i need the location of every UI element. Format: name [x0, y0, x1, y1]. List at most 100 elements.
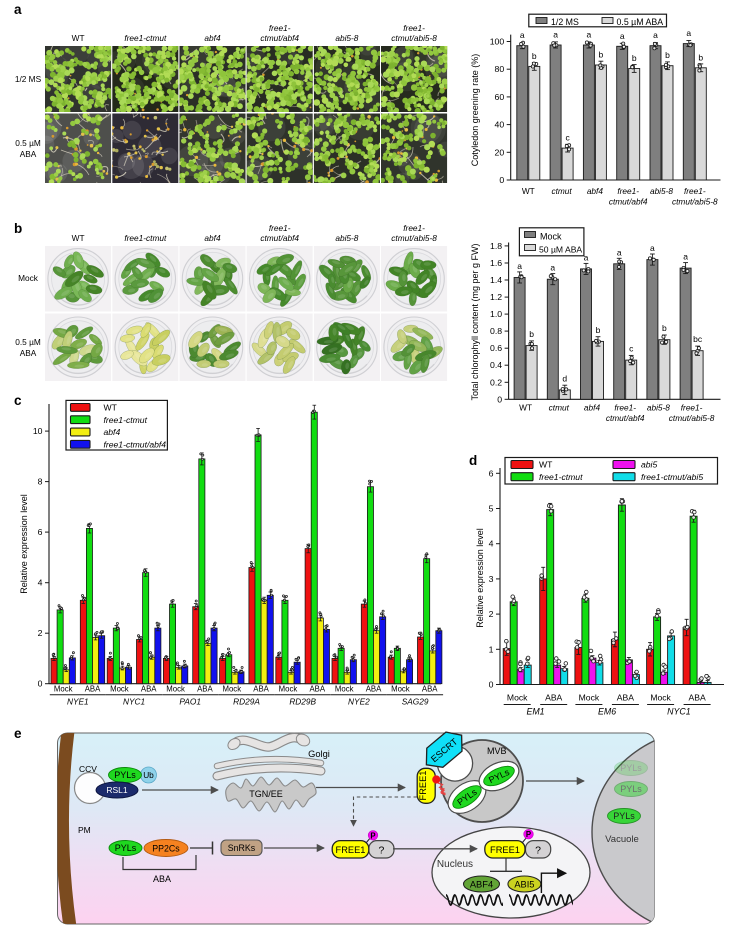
svg-text:abi5-8: abi5-8: [335, 233, 358, 243]
svg-text:abf4: abf4: [104, 427, 121, 437]
svg-text:Relative expression level: Relative expression level: [19, 494, 29, 594]
svg-text:EM6: EM6: [598, 707, 616, 717]
svg-text:4: 4: [489, 539, 494, 549]
svg-text:6: 6: [38, 527, 43, 537]
svg-text:Mock: Mock: [650, 693, 671, 703]
svg-text:PYLs: PYLs: [114, 770, 136, 780]
svg-text:a: a: [617, 247, 622, 257]
svg-text:2: 2: [38, 628, 43, 638]
svg-text:RSL1: RSL1: [106, 785, 128, 795]
svg-text:ABI5: ABI5: [514, 879, 534, 889]
svg-text:Mock: Mock: [279, 685, 298, 694]
svg-text:ABA: ABA: [141, 685, 157, 694]
svg-text:ABA: ABA: [366, 685, 382, 694]
svg-text:PYLs: PYLs: [620, 784, 642, 794]
svg-text:e: e: [14, 726, 22, 741]
svg-text:abf4: abf4: [204, 233, 221, 243]
svg-text:0: 0: [38, 679, 43, 689]
svg-text:free1-: free1-: [403, 223, 425, 233]
svg-text:NYE1: NYE1: [67, 697, 89, 707]
svg-text:ctmut: ctmut: [549, 403, 570, 413]
svg-text:TGN/EE: TGN/EE: [249, 789, 283, 799]
svg-text:ctmut/abf4: ctmut/abf4: [609, 197, 648, 207]
svg-text:PYLs: PYLs: [620, 763, 642, 773]
svg-text:0.5 µM: 0.5 µM: [15, 337, 41, 347]
svg-text:1/2 MS: 1/2 MS: [15, 74, 42, 84]
svg-text:NYC1: NYC1: [123, 697, 145, 707]
svg-text:ABA: ABA: [20, 149, 37, 159]
svg-text:Mock: Mock: [166, 685, 185, 694]
svg-text:1/2 MS: 1/2 MS: [551, 17, 579, 27]
svg-text:Mock: Mock: [391, 685, 410, 694]
svg-text:free1-ctmut: free1-ctmut: [539, 472, 583, 482]
svg-text:1.8: 1.8: [490, 241, 502, 251]
svg-text:b: b: [529, 329, 534, 339]
svg-text:PYLs: PYLs: [115, 843, 137, 853]
svg-text:Mock: Mock: [579, 693, 600, 703]
svg-text:a: a: [683, 252, 688, 262]
svg-text:ABA: ABA: [153, 874, 171, 884]
svg-text:abf4: abf4: [587, 186, 604, 196]
svg-text:PP2Cs: PP2Cs: [152, 843, 180, 853]
svg-text:CCV: CCV: [79, 764, 97, 774]
svg-text:100: 100: [490, 37, 505, 47]
svg-text:free1-: free1-: [684, 186, 706, 196]
svg-text:a: a: [550, 263, 555, 273]
svg-text:Mock: Mock: [540, 232, 562, 242]
svg-text:ABA: ABA: [617, 693, 634, 703]
svg-text:2: 2: [489, 609, 494, 619]
svg-text:8: 8: [38, 477, 43, 487]
svg-text:60: 60: [495, 92, 505, 102]
svg-text:FREE1: FREE1: [490, 845, 520, 855]
svg-text:0.5 µM: 0.5 µM: [15, 138, 41, 148]
svg-text:abi5-8: abi5-8: [650, 186, 673, 196]
svg-text:free1-: free1-: [403, 23, 425, 33]
svg-text:ctmut/abf4: ctmut/abf4: [606, 413, 645, 423]
svg-text:0.6: 0.6: [490, 343, 502, 353]
svg-text:WT: WT: [522, 186, 535, 196]
svg-text:ABA: ABA: [197, 685, 213, 694]
svg-text:b: b: [14, 221, 22, 236]
svg-text:1.2: 1.2: [490, 292, 502, 302]
svg-text:a: a: [584, 252, 589, 262]
svg-text:free1-ctmut: free1-ctmut: [104, 415, 148, 425]
svg-text:4: 4: [38, 578, 43, 588]
svg-text:a: a: [553, 30, 558, 40]
svg-text:SnRKs: SnRKs: [228, 843, 256, 853]
svg-text:0: 0: [499, 175, 504, 185]
svg-text:?: ?: [378, 845, 384, 857]
svg-text:free1-: free1-: [614, 403, 636, 413]
svg-text:a: a: [587, 30, 592, 40]
svg-text:bc: bc: [693, 334, 703, 344]
svg-text:P: P: [526, 830, 531, 839]
svg-text:b: b: [599, 50, 604, 60]
svg-text:ctmut: ctmut: [551, 186, 572, 196]
svg-text:free1-: free1-: [269, 23, 291, 33]
svg-text:3: 3: [489, 574, 494, 584]
svg-text:b: b: [632, 53, 637, 63]
svg-text:FREE1: FREE1: [336, 845, 366, 855]
svg-text:5: 5: [489, 504, 494, 514]
svg-text:Total chlorophyll content (mg: Total chlorophyll content (mg per g FW): [470, 243, 480, 400]
svg-text:80: 80: [495, 64, 505, 74]
svg-text:RD29A: RD29A: [233, 697, 260, 707]
svg-text:6: 6: [489, 468, 494, 478]
svg-text:a: a: [517, 261, 522, 271]
svg-text:ABA: ABA: [688, 693, 705, 703]
svg-text:WT: WT: [539, 460, 553, 470]
svg-text:ABF4: ABF4: [470, 879, 493, 889]
svg-text:10: 10: [33, 426, 43, 436]
svg-text:ABA: ABA: [422, 685, 438, 694]
svg-text:ctmut/abi5-8: ctmut/abi5-8: [672, 197, 718, 207]
svg-text:b: b: [698, 52, 703, 62]
svg-text:abi5-8: abi5-8: [335, 33, 358, 43]
svg-text:ctmut/abi5-8: ctmut/abi5-8: [391, 233, 437, 243]
svg-text:FREE1: FREE1: [418, 771, 428, 801]
svg-text:abi5: abi5: [641, 460, 657, 470]
svg-text:ABA: ABA: [20, 348, 37, 358]
svg-text:0.4: 0.4: [490, 360, 502, 370]
svg-text:1.6: 1.6: [490, 258, 502, 268]
svg-text:Mock: Mock: [222, 685, 241, 694]
svg-text:free1-: free1-: [617, 186, 639, 196]
svg-text:a: a: [686, 28, 691, 38]
